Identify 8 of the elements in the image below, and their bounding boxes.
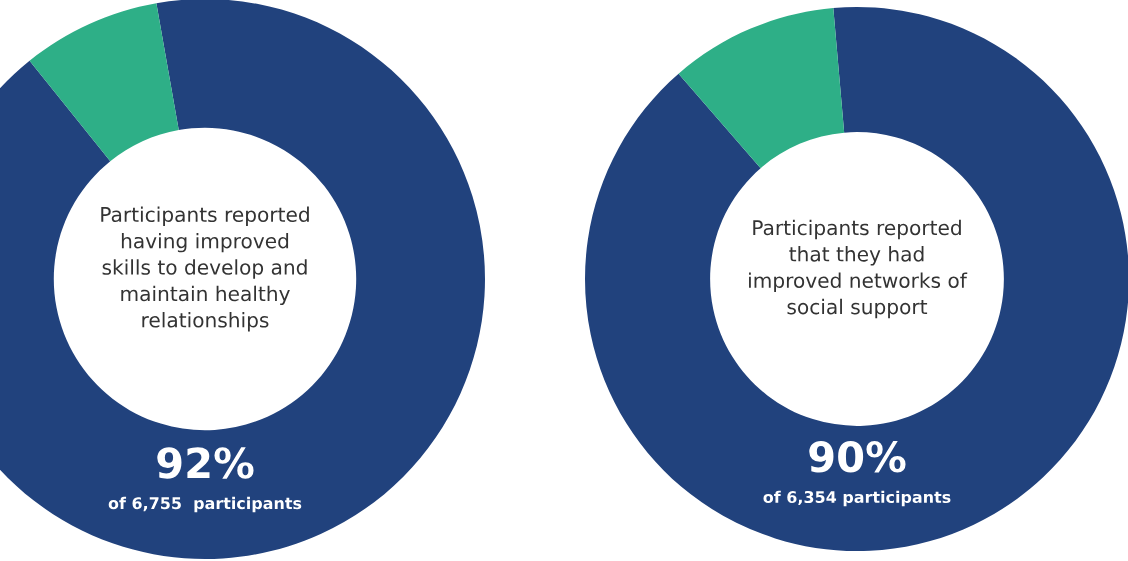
data-label: 92% (157, 447, 254, 479)
text: of 6,755 participants (108, 496, 302, 513)
donut-slice (585, 7, 1128, 551)
donut-slice (678, 8, 845, 169)
text: Participants reported having improved skills to develop and maintain healthy relationships (101, 206, 309, 332)
data-label: 90% (809, 441, 906, 473)
text: of 6,354 participants (763, 490, 951, 507)
text: Participants reported that they had improved networks of social support (749, 219, 968, 319)
